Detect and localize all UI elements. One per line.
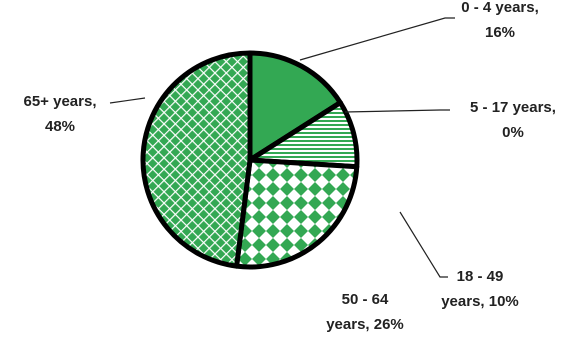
data-label: 0% [502,124,524,141]
data-label: 0 - 4 years, [461,0,539,16]
data-label: 48% [45,118,75,135]
data-label: 65+ years, [24,93,97,110]
pie-slice [140,50,253,269]
pie-slice [247,50,343,163]
data-label: years, 10% [441,293,519,310]
data-label: 18 - 49 [457,268,504,285]
data-label: 16% [485,24,515,41]
pie [140,50,360,270]
data-label: years, 26% [326,316,404,333]
data-label: 50 - 64 [342,291,389,308]
pie-slice [234,157,360,270]
leader-lines [109,17,455,278]
data-label: 5 - 17 years, [470,99,556,116]
